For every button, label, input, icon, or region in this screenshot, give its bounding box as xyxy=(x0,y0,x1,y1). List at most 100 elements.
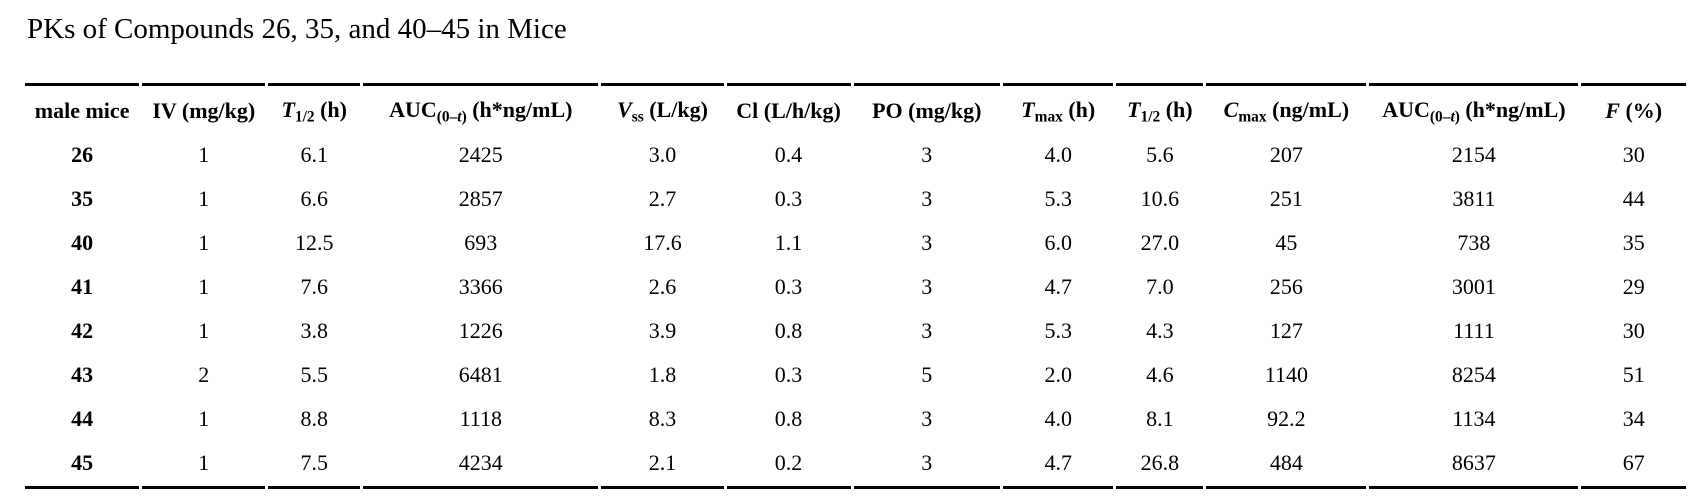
cell-po-t-half: 26.8 xyxy=(1116,441,1204,490)
cell-vss: 1.8 xyxy=(648,362,677,388)
cell-f-percent: 29 xyxy=(1622,274,1645,300)
cell-iv-dose: 1 xyxy=(198,230,210,256)
table-row-compound-45: 45 1 7.5 4234 2.1 0.2 3 4.7 26.8 484 8637 67 xyxy=(25,441,1686,490)
cell-po-t-half: 7.0 xyxy=(1146,274,1174,300)
col-header-iv-t-half: T1/2 (h) xyxy=(268,82,361,133)
table-header: male mice IV (mg/kg) T1/2 (h) AUC(0–t) (h*n… xyxy=(25,82,1686,133)
cell-iv-t-half: 3.8 xyxy=(300,318,328,344)
cell-f-percent: 30 xyxy=(1622,142,1645,168)
cell-po-auc: 3811 xyxy=(1452,186,1496,212)
compound-id: 45 xyxy=(25,441,140,490)
cell-cl: 0.3 xyxy=(774,186,803,212)
cell-tmax: 5.3 xyxy=(1044,186,1072,212)
cell-tmax: 4.0 xyxy=(1044,142,1072,168)
cell-po-dose: 5 xyxy=(921,362,933,388)
cell-f-percent: 35 xyxy=(1622,230,1645,256)
cell-iv-dose: 1 xyxy=(198,274,210,300)
cell-po-auc: 1134 xyxy=(1452,406,1496,432)
cell-iv-t-half: 6.1 xyxy=(300,142,328,168)
col-header-po-t-half: T1/2 (h) xyxy=(1116,82,1204,133)
cell-po-t-half: 27.0 xyxy=(1140,230,1180,256)
cell-f-percent: 34 xyxy=(1622,406,1645,432)
cell-tmax: 4.0 xyxy=(1044,406,1072,432)
col-header-tmax: Tmax (h) xyxy=(1003,82,1114,133)
col-header-f-percent: F (%) xyxy=(1581,82,1686,133)
cell-cmax: 1140 xyxy=(1264,362,1308,388)
cell-vss: 3.9 xyxy=(648,318,677,344)
table-row-compound-26: 26 1 6.1 2425 3.0 0.4 3 4.0 5.6 207 2154 30 xyxy=(25,133,1686,177)
table-row-compound-44: 44 1 8.8 1118 8.3 0.8 3 4.0 8.1 92.2 1134 34 xyxy=(25,397,1686,441)
cell-po-dose: 3 xyxy=(921,406,933,432)
compound-id: 35 xyxy=(71,186,94,212)
cell-po-dose: 3 xyxy=(853,441,1001,490)
cell-f-percent: 67 xyxy=(1581,441,1686,490)
cell-vss: 8.3 xyxy=(648,406,677,432)
cell-po-t-half: 8.1 xyxy=(1146,406,1174,432)
cell-cl: 0.8 xyxy=(774,406,803,432)
cell-iv-auc: 3366 xyxy=(458,274,503,300)
table-caption: PKs of Compounds 26, 35, and 40–45 in Mi… xyxy=(27,13,567,45)
cell-iv-dose: 1 xyxy=(198,318,210,344)
compound-id: 26 xyxy=(71,142,94,168)
col-header-po-dose: PO (mg/kg) xyxy=(853,82,1001,133)
cell-cl: 0.8 xyxy=(774,318,803,344)
table-row-compound-43: 43 2 5.5 6481 1.8 0.3 5 2.0 4.6 1140 8254 51 xyxy=(25,353,1686,397)
col-header-iv-dose: IV (mg/kg) xyxy=(142,82,266,133)
compound-id: 41 xyxy=(71,274,94,300)
table-row-compound-40: 40 1 12.5 693 17.6 1.1 3 6.0 27.0 45 738 35 xyxy=(25,221,1686,265)
document-page: PKs of Compounds 26, 35, and 40–45 in Mi… xyxy=(0,12,1702,496)
cell-vss: 17.6 xyxy=(643,230,682,256)
cell-cl: 1.1 xyxy=(774,230,803,256)
pk-table: male mice IV (mg/kg) T1/2 (h) AUC(0–t) (h*n… xyxy=(22,82,1689,490)
cell-cl: 0.3 xyxy=(774,362,803,388)
cell-cmax: 207 xyxy=(1269,142,1303,168)
col-header-vss: Vss (L/kg) xyxy=(601,82,724,133)
cell-vss: 3.0 xyxy=(648,142,677,168)
cell-cmax: 45 xyxy=(1275,230,1298,256)
col-header-iv-auc: AUC(0–t) (h*ng/mL) xyxy=(363,82,599,133)
cell-iv-auc: 693 xyxy=(464,230,498,256)
cell-tmax: 5.3 xyxy=(1044,318,1072,344)
cell-po-t-half: 4.6 xyxy=(1146,362,1174,388)
cell-iv-dose: 1 xyxy=(198,142,210,168)
table-row-compound-35: 35 1 6.6 2857 2.7 0.3 3 5.3 10.6 251 3811 44 xyxy=(25,177,1686,221)
cell-iv-t-half: 8.8 xyxy=(300,406,328,432)
compound-id: 40 xyxy=(71,230,94,256)
col-header-male-mice: male mice xyxy=(25,82,140,133)
cell-po-dose: 3 xyxy=(921,142,933,168)
cell-f-percent: 30 xyxy=(1622,318,1645,344)
cell-vss: 2.6 xyxy=(648,274,677,300)
cell-po-auc: 1111 xyxy=(1453,318,1495,344)
cell-po-dose: 3 xyxy=(921,186,933,212)
cell-cmax: 92.2 xyxy=(1267,406,1306,432)
cell-cmax: 127 xyxy=(1269,318,1303,344)
cell-po-auc: 8637 xyxy=(1369,441,1579,490)
cell-iv-t-half: 5.5 xyxy=(300,362,328,388)
cell-cmax: 256 xyxy=(1269,274,1303,300)
cell-po-t-half: 5.6 xyxy=(1146,142,1174,168)
cell-tmax: 6.0 xyxy=(1044,230,1072,256)
cell-iv-dose: 1 xyxy=(198,186,210,212)
cell-iv-auc: 1226 xyxy=(458,318,503,344)
cell-iv-auc: 2857 xyxy=(458,186,503,212)
cell-cmax: 251 xyxy=(1269,186,1303,212)
cell-po-auc: 738 xyxy=(1457,230,1491,256)
table-row-compound-41: 41 1 7.6 3366 2.6 0.3 3 4.7 7.0 256 3001 29 xyxy=(25,265,1686,309)
col-header-cl: Cl (L/h/kg) xyxy=(726,82,851,133)
cell-cl: 0.4 xyxy=(774,142,803,168)
col-header-cmax: Cmax (ng/mL) xyxy=(1206,82,1367,133)
cell-iv-auc: 4234 xyxy=(363,441,599,490)
cell-po-auc: 2154 xyxy=(1451,142,1496,168)
cell-f-percent: 44 xyxy=(1622,186,1645,212)
cell-iv-dose: 1 xyxy=(198,406,210,432)
cell-po-auc: 3001 xyxy=(1451,274,1496,300)
cell-tmax: 4.7 xyxy=(1044,274,1072,300)
cell-po-dose: 3 xyxy=(921,274,933,300)
compound-id: 42 xyxy=(71,318,94,344)
cell-iv-t-half: 6.6 xyxy=(300,186,328,212)
col-header-po-auc: AUC(0–t) (h*ng/mL) xyxy=(1369,82,1579,133)
cell-po-auc: 8254 xyxy=(1451,362,1496,388)
cell-cl: 0.2 xyxy=(726,441,851,490)
cell-po-dose: 3 xyxy=(921,230,933,256)
cell-iv-t-half: 7.6 xyxy=(300,274,328,300)
